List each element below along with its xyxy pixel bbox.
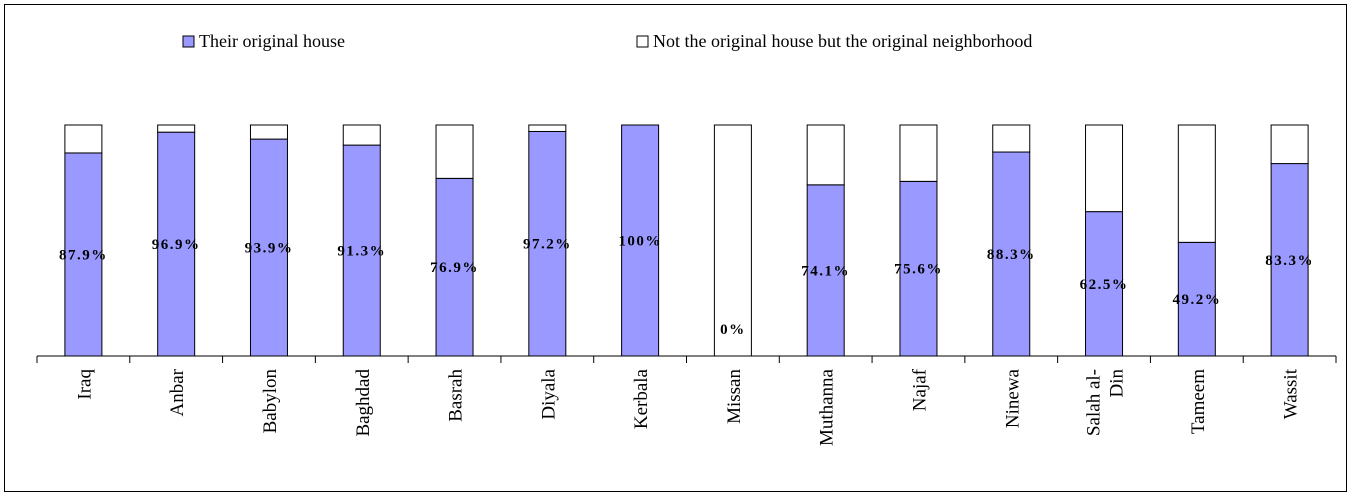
bar-original-house bbox=[992, 151, 1031, 357]
legend-label-2: Not the original house but the original … bbox=[653, 31, 1032, 51]
bar-original-neighborhood bbox=[435, 124, 474, 179]
bar-original-house bbox=[806, 184, 845, 357]
legend-swatch-2 bbox=[636, 35, 649, 48]
data-label: 91.3% bbox=[337, 244, 386, 260]
data-label: 75.6% bbox=[894, 262, 943, 278]
x-tick-label: Basrah bbox=[446, 369, 467, 422]
bar-original-house bbox=[249, 138, 288, 357]
data-label: 96.9% bbox=[152, 237, 201, 253]
data-label: 93.9% bbox=[245, 241, 294, 257]
data-label: 74.1% bbox=[801, 263, 850, 279]
data-label: 87.9% bbox=[59, 247, 108, 263]
data-label: 76.9% bbox=[430, 260, 479, 276]
bar-original-neighborhood bbox=[899, 124, 938, 182]
data-label: 88.3% bbox=[987, 247, 1036, 263]
x-tick-label: Ninewa bbox=[1002, 368, 1023, 428]
bar-original-neighborhood bbox=[992, 124, 1031, 153]
bar-original-neighborhood bbox=[249, 124, 288, 140]
x-tick-label: Salah al- Din bbox=[1084, 369, 1128, 437]
bar-original-neighborhood bbox=[342, 124, 381, 146]
data-label: 49.2% bbox=[1172, 292, 1221, 308]
x-tick-label: Kerbala bbox=[631, 368, 652, 429]
x-tick-label: Babylon bbox=[260, 369, 281, 434]
x-tick-label: Anbar bbox=[167, 368, 188, 416]
chart-frame bbox=[4, 4, 1347, 492]
bar-original-neighborhood bbox=[1085, 124, 1124, 213]
x-tick-label: Diyala bbox=[538, 368, 559, 419]
x-tick-label: Najaf bbox=[909, 368, 930, 411]
data-label: 83.3% bbox=[1265, 253, 1314, 269]
bar-original-neighborhood bbox=[157, 124, 196, 133]
data-label: 100% bbox=[618, 234, 662, 250]
data-label: 97.2% bbox=[523, 237, 572, 253]
x-tick-label: Muthanna bbox=[817, 368, 838, 446]
x-tick-label: Tameem bbox=[1188, 369, 1209, 434]
x-tick-label: Baghdad bbox=[353, 369, 374, 437]
data-label: 62.5% bbox=[1080, 277, 1129, 293]
bar-original-house bbox=[621, 124, 660, 357]
bar-original-house bbox=[64, 152, 103, 357]
bar-original-neighborhood bbox=[64, 124, 103, 154]
bar-original-neighborhood bbox=[1270, 124, 1309, 165]
bar-original-house bbox=[435, 177, 474, 357]
data-label: 0% bbox=[720, 322, 746, 338]
bar-original-neighborhood bbox=[806, 124, 845, 186]
bar-original-house bbox=[899, 180, 938, 357]
x-tick-label: Iraq bbox=[74, 369, 95, 400]
bar-original-neighborhood bbox=[1177, 124, 1216, 243]
x-tick-label: Missan bbox=[724, 369, 745, 424]
legend-swatch-1 bbox=[182, 35, 195, 48]
legend-label-1: Their original house bbox=[199, 31, 345, 51]
x-tick-label: Wassit bbox=[1281, 368, 1302, 419]
bar-original-neighborhood bbox=[528, 124, 567, 132]
